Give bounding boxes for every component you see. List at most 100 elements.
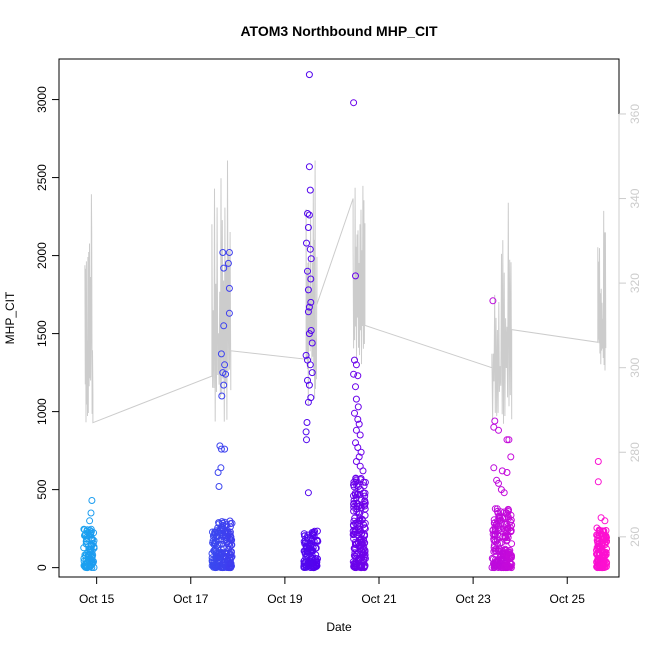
data-point [86,517,94,525]
data-point [87,535,95,542]
data-point [305,211,313,219]
y2-tick-label: 260 [628,526,642,546]
data-point [361,498,369,505]
data-point [87,551,95,559]
data-point [493,562,501,569]
data-point [351,489,359,497]
data-point [352,395,360,403]
data-point [210,547,218,555]
data-point [594,556,601,564]
y2-tick-label: 360 [628,104,642,124]
data-point [305,381,313,389]
data-point [357,495,365,503]
data-point [83,564,91,572]
data-point [208,557,216,564]
data-point [209,532,217,540]
data-point [224,259,232,267]
data-point [219,559,227,567]
data-point [90,544,98,552]
data-point [313,536,321,544]
chart-title: ATOM3 Northbound MHP_CIT [240,23,437,39]
data-point [226,564,234,572]
data-point [507,453,515,461]
data-point [594,478,602,486]
data-point [361,501,368,508]
data-point [492,558,500,566]
data-point [504,562,512,570]
data-point [304,224,312,231]
data-point [361,489,369,497]
data-point [593,531,601,539]
data-point [350,535,358,543]
data-point [221,361,229,369]
data-point [489,297,497,305]
data-point [219,249,227,256]
data-point [490,548,498,555]
data-point [224,552,232,560]
data-point [352,361,360,369]
data-point [351,528,359,536]
y-tick-label: 3000 [35,86,49,113]
scatter-points-layer [80,71,611,572]
data-point [354,415,362,423]
data-point [356,516,364,524]
data-point [308,369,316,377]
data-point [227,560,235,568]
data-point [357,546,365,554]
data-point [350,99,358,107]
data-point [503,469,511,476]
x-tick-label: Oct 15 [79,592,115,606]
data-point [305,330,313,338]
data-point [217,350,225,358]
data-point [351,549,359,557]
y-tick-label: 2000 [35,242,49,269]
y-tick-label: 0 [35,564,49,571]
data-point [214,524,222,532]
data-point [308,339,316,347]
data-point [218,392,226,400]
data-point [504,534,512,541]
data-point [354,403,362,411]
data-point [360,482,368,490]
data-point [490,423,498,431]
data-point [87,509,95,517]
data-point [490,464,498,472]
data-point [301,532,309,540]
data-point [219,525,227,533]
data-point [507,516,515,524]
data-point [599,561,606,569]
data-point [498,467,506,475]
data-point [349,558,357,566]
data-point [80,525,88,533]
data-point [596,550,604,558]
data-point [360,478,367,486]
data-point [360,536,368,544]
data-point [504,505,512,513]
data-point [89,551,97,559]
data-point [304,376,311,384]
data-point [222,533,230,541]
data-point [308,530,316,538]
data-point [225,309,233,317]
data-point [352,272,359,280]
data-point [304,267,311,275]
data-point [350,370,358,378]
data-point [491,537,499,545]
data-point [227,562,235,570]
data-point [352,383,359,391]
data-point [306,245,314,253]
data-point [88,497,96,504]
data-point [490,516,498,524]
data-point [495,479,502,487]
data-point [305,303,313,311]
data-point [213,564,220,571]
data-point [307,255,315,263]
data-point [307,275,315,283]
data-point [214,531,222,539]
data-point [306,361,314,369]
data-point [351,356,358,364]
data-point [312,557,320,565]
data-point [506,524,514,532]
data-point [361,531,369,538]
data-point [306,561,313,569]
